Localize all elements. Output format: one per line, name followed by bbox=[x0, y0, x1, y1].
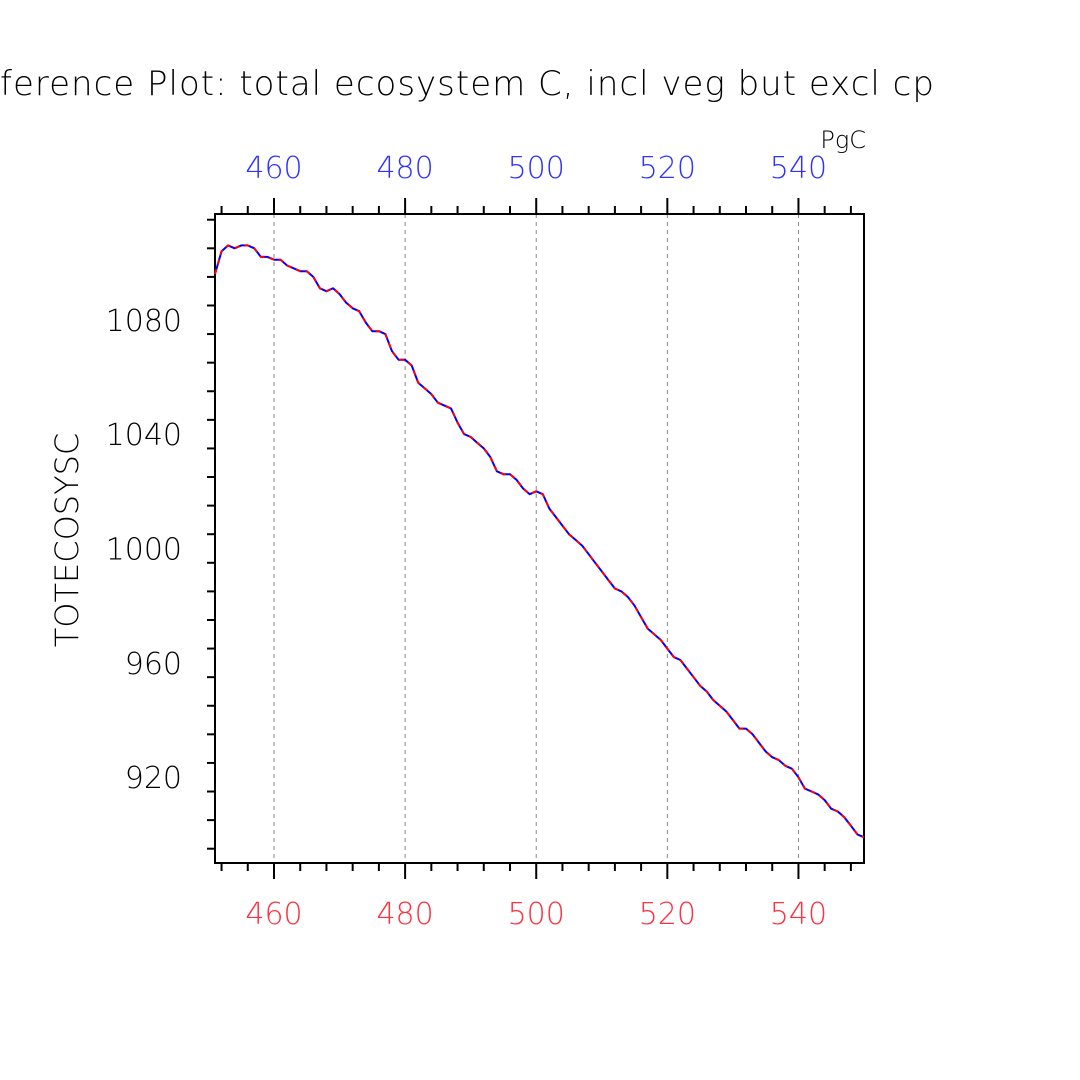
x-tick-label-bottom-480: 480 bbox=[376, 897, 433, 932]
y-axis-label: TOTECOSYSC bbox=[48, 433, 86, 648]
x-tick-label-top-500: 500 bbox=[508, 151, 565, 186]
series-line-red bbox=[214, 244, 865, 839]
plot-frame bbox=[214, 213, 865, 864]
x-tick-label-top-540: 540 bbox=[770, 151, 827, 186]
y-tick-label-1080: 1080 bbox=[106, 304, 182, 339]
x-tick-label-bottom-540: 540 bbox=[770, 897, 827, 932]
y-tick-label-1000: 1000 bbox=[106, 533, 182, 568]
units-label: PgC bbox=[820, 126, 866, 154]
series-line-blue bbox=[214, 244, 865, 839]
plot-area: 460 460 480 480 500 500 520 520 540 540 920 960 1000… bbox=[106, 151, 865, 932]
y-tick-label-960: 960 bbox=[125, 647, 182, 682]
chart-title: ference Plot: total ecosystem C, incl ve… bbox=[0, 64, 935, 104]
y-tick-label-1040: 1040 bbox=[106, 418, 182, 453]
x-tick-label-top-460: 460 bbox=[245, 151, 302, 186]
y-tick-label-920: 920 bbox=[125, 761, 182, 796]
x-tick-label-bottom-460: 460 bbox=[245, 897, 302, 932]
x-tick-label-top-520: 520 bbox=[639, 151, 696, 186]
x-tick-label-bottom-520: 520 bbox=[639, 897, 696, 932]
x-tick-label-bottom-500: 500 bbox=[508, 897, 565, 932]
x-tick-label-top-480: 480 bbox=[376, 151, 433, 186]
